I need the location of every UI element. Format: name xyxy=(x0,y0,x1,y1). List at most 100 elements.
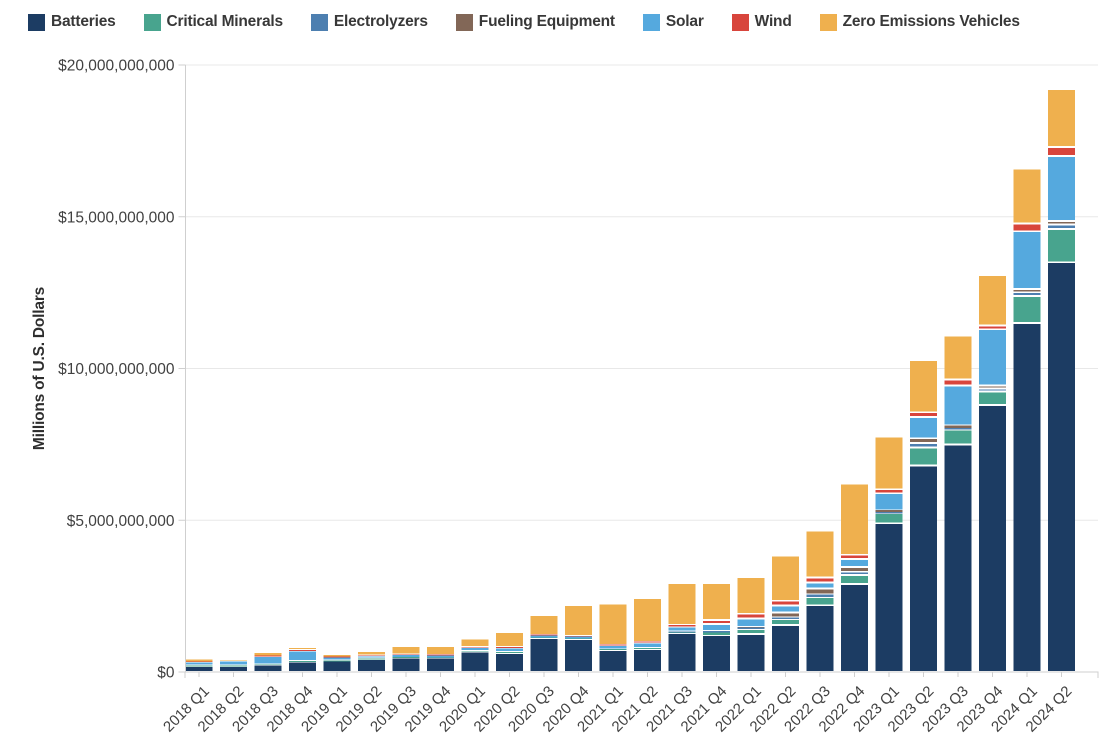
legend-item-solar[interactable]: Solar xyxy=(642,13,704,31)
bar-segment-zero-emissions-vehicles[interactable] xyxy=(668,583,696,625)
bar-segment-wind[interactable] xyxy=(772,601,799,605)
bar-segment-batteries[interactable] xyxy=(185,666,213,672)
bar-segment-batteries[interactable] xyxy=(910,466,937,672)
bar-segment-batteries[interactable] xyxy=(565,639,592,672)
bar-segment-critical-minerals[interactable] xyxy=(496,651,523,653)
bar-segment-critical-minerals[interactable] xyxy=(530,637,558,639)
bar-segment-fueling-equipment[interactable] xyxy=(772,613,799,617)
bar-segment-critical-minerals[interactable] xyxy=(806,597,834,605)
bar-segment-critical-minerals[interactable] xyxy=(323,660,351,662)
bar-segment-solar[interactable] xyxy=(875,494,903,510)
bar-segment-critical-minerals[interactable] xyxy=(220,665,247,667)
bar-segment-batteries[interactable] xyxy=(841,584,868,672)
bar-segment-solar[interactable] xyxy=(806,583,834,588)
bar-segment-wind[interactable] xyxy=(737,614,765,618)
bar-segment-solar[interactable] xyxy=(185,662,213,665)
bar-segment-solar[interactable] xyxy=(496,648,523,652)
bar-segment-solar[interactable] xyxy=(461,648,489,650)
bar-segment-zero-emissions-vehicles[interactable] xyxy=(392,646,420,654)
bar-segment-zero-emissions-vehicles[interactable] xyxy=(910,361,937,412)
bar-segment-batteries[interactable] xyxy=(289,662,316,672)
bar-segment-electrolyzers[interactable] xyxy=(668,631,696,633)
bar-segment-batteries[interactable] xyxy=(254,665,282,672)
bar-segment-solar[interactable] xyxy=(220,661,247,665)
bar-segment-critical-minerals[interactable] xyxy=(1048,229,1075,262)
bar-segment-batteries[interactable] xyxy=(323,661,351,672)
bar-segment-wind[interactable] xyxy=(254,655,282,657)
bar-segment-solar[interactable] xyxy=(1013,232,1041,289)
bar-segment-wind[interactable] xyxy=(1048,147,1075,156)
bar-segment-zero-emissions-vehicles[interactable] xyxy=(772,556,799,600)
bar-segment-solar[interactable] xyxy=(703,624,730,631)
bar-segment-electrolyzers[interactable] xyxy=(910,443,937,447)
bar-segment-batteries[interactable] xyxy=(427,658,454,672)
bar-segment-solar[interactable] xyxy=(358,656,385,658)
bar-segment-zero-emissions-vehicles[interactable] xyxy=(323,655,351,657)
bar-segment-wind[interactable] xyxy=(979,326,1006,329)
bar-segment-batteries[interactable] xyxy=(703,635,730,672)
bar-segment-batteries[interactable] xyxy=(599,651,627,672)
bar-segment-critical-minerals[interactable] xyxy=(427,657,454,659)
bar-segment-electrolyzers[interactable] xyxy=(841,572,868,574)
bar-segment-electrolyzers[interactable] xyxy=(979,389,1006,391)
bar-segment-solar[interactable] xyxy=(841,559,868,567)
bar-segment-critical-minerals[interactable] xyxy=(703,632,730,635)
bar-segment-solar[interactable] xyxy=(668,627,696,631)
bar-segment-batteries[interactable] xyxy=(220,666,247,672)
bar-segment-wind[interactable] xyxy=(530,634,558,636)
bar-segment-wind[interactable] xyxy=(703,621,730,624)
legend-item-fueling-equipment[interactable]: Fueling Equipment xyxy=(455,13,615,31)
bar-segment-zero-emissions-vehicles[interactable] xyxy=(599,604,627,644)
bar-segment-batteries[interactable] xyxy=(461,652,489,672)
bar-segment-electrolyzers[interactable] xyxy=(1048,225,1075,228)
bar-segment-batteries[interactable] xyxy=(806,606,834,672)
bar-segment-critical-minerals[interactable] xyxy=(1013,296,1041,323)
bar-segment-wind[interactable] xyxy=(461,646,489,648)
bar-segment-solar[interactable] xyxy=(530,634,558,638)
bar-segment-critical-minerals[interactable] xyxy=(254,664,282,666)
bar-segment-critical-minerals[interactable] xyxy=(392,657,420,658)
bar-segment-zero-emissions-vehicles[interactable] xyxy=(634,599,661,641)
bar-segment-batteries[interactable] xyxy=(737,634,765,672)
bar-segment-wind[interactable] xyxy=(599,644,627,646)
bar-segment-electrolyzers[interactable] xyxy=(944,427,972,430)
bar-segment-wind[interactable] xyxy=(289,650,316,651)
bar-segment-critical-minerals[interactable] xyxy=(910,448,937,465)
bar-segment-solar[interactable] xyxy=(254,656,282,664)
bar-segment-batteries[interactable] xyxy=(979,405,1006,672)
bar-segment-critical-minerals[interactable] xyxy=(841,575,868,584)
bar-segment-critical-minerals[interactable] xyxy=(772,619,799,625)
bar-segment-wind[interactable] xyxy=(1013,224,1041,231)
bar-segment-fueling-equipment[interactable] xyxy=(1048,221,1075,224)
bar-segment-zero-emissions-vehicles[interactable] xyxy=(703,583,730,620)
bar-segment-batteries[interactable] xyxy=(668,634,696,672)
bar-segment-solar[interactable] xyxy=(634,643,661,648)
bar-segment-electrolyzers[interactable] xyxy=(1013,293,1041,296)
bar-segment-fueling-equipment[interactable] xyxy=(875,510,903,512)
bar-segment-critical-minerals[interactable] xyxy=(185,665,213,667)
bar-segment-critical-minerals[interactable] xyxy=(599,649,627,651)
bar-segment-batteries[interactable] xyxy=(1048,263,1075,672)
bar-segment-solar[interactable] xyxy=(910,417,937,438)
bar-segment-zero-emissions-vehicles[interactable] xyxy=(806,531,834,577)
bar-segment-solar[interactable] xyxy=(737,619,765,626)
bar-segment-critical-minerals[interactable] xyxy=(875,514,903,523)
bar-segment-wind[interactable] xyxy=(841,555,868,559)
bar-segment-wind[interactable] xyxy=(806,578,834,582)
bar-segment-zero-emissions-vehicles[interactable] xyxy=(220,659,247,661)
legend-item-critical-minerals[interactable]: Critical Minerals xyxy=(143,13,283,31)
bar-segment-fueling-equipment[interactable] xyxy=(979,386,1006,388)
bar-segment-wind[interactable] xyxy=(565,635,592,637)
bar-segment-zero-emissions-vehicles[interactable] xyxy=(565,606,592,635)
bar-segment-zero-emissions-vehicles[interactable] xyxy=(1048,89,1075,147)
bar-segment-batteries[interactable] xyxy=(944,445,972,672)
bar-segment-batteries[interactable] xyxy=(634,649,661,672)
bar-segment-solar[interactable] xyxy=(599,646,627,649)
bar-segment-electrolyzers[interactable] xyxy=(806,594,834,598)
bar-segment-electrolyzers[interactable] xyxy=(772,617,799,619)
bar-segment-zero-emissions-vehicles[interactable] xyxy=(185,659,213,662)
bar-segment-batteries[interactable] xyxy=(875,524,903,672)
legend-item-batteries[interactable]: Batteries xyxy=(28,13,116,31)
bar-segment-solar[interactable] xyxy=(427,655,454,658)
bar-segment-batteries[interactable] xyxy=(1013,323,1041,672)
